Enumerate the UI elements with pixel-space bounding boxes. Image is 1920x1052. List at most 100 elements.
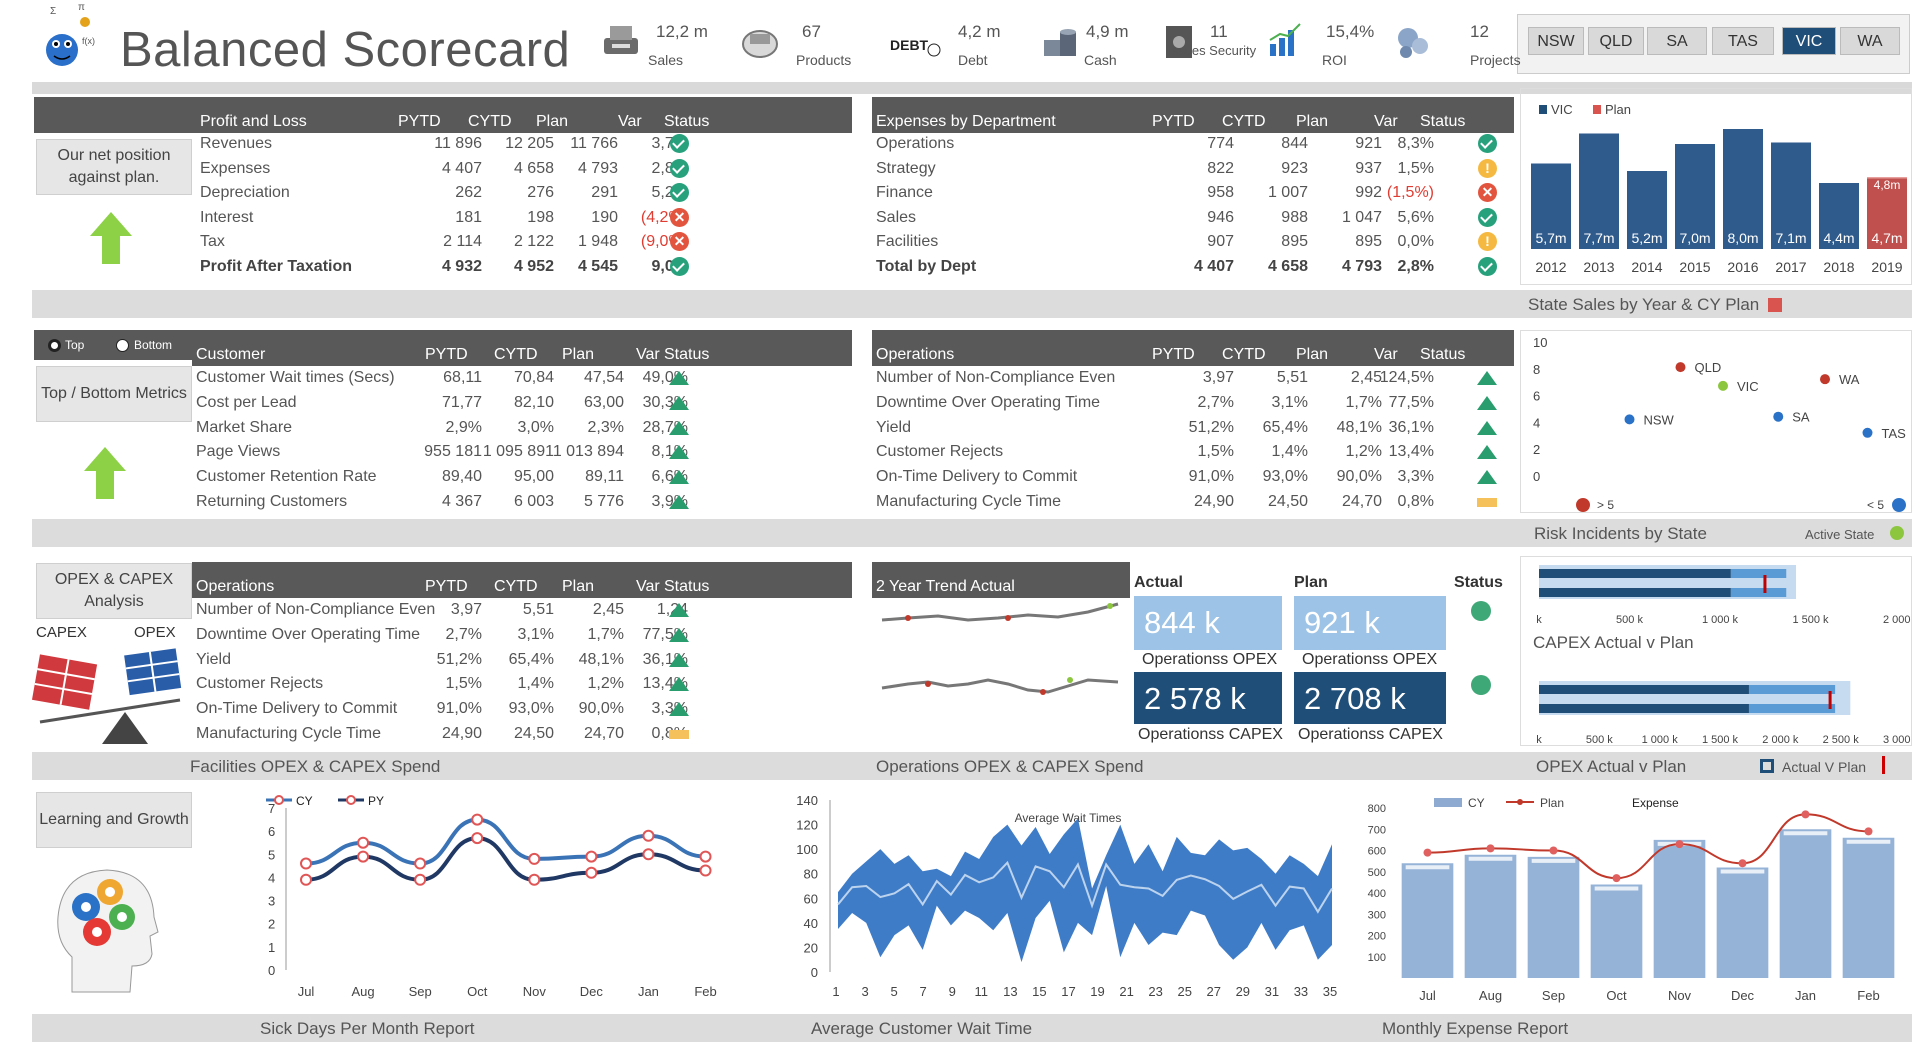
svg-text:Σ: Σ — [50, 6, 56, 17]
row-label: Downtime Over Operating Time — [196, 625, 421, 643]
actual-plan-legend: Actual V Plan — [1782, 759, 1867, 775]
kpi-value: 12,2 m — [656, 22, 708, 41]
cell-value: 1 047 — [1341, 208, 1382, 226]
capex-actual-caption: Operationss CAPEX — [1138, 726, 1283, 743]
cell-value: 6 003 — [513, 493, 554, 510]
point-label: SA — [1792, 410, 1810, 425]
column-header: Var — [1374, 113, 1398, 130]
cell-value: 51,2% — [1188, 418, 1234, 436]
x-tick-label: 2017 — [1775, 259, 1806, 275]
status-ok-icon — [1478, 207, 1497, 227]
bar-highlight — [1783, 831, 1828, 836]
status-up-icon — [1477, 395, 1497, 410]
plan-label: Plan — [1294, 574, 1328, 591]
column-header: Plan — [562, 346, 595, 363]
capex-plan-caption: Operationss CAPEX — [1298, 726, 1443, 743]
state-button-qld[interactable]: QLD — [1588, 27, 1644, 55]
band-row2: Risk Incidents by State Active State — [32, 519, 1912, 547]
cell-value: 47,54 — [583, 369, 624, 386]
cell-value: 1,7% — [1345, 393, 1382, 411]
cell-value: 1,5% — [1197, 443, 1234, 461]
x-tick-label: 25 — [1177, 984, 1191, 999]
x-tick-label: Sep — [1542, 988, 1565, 1003]
state-button-vic[interactable]: VIC — [1782, 27, 1836, 55]
bar-2014 — [1627, 171, 1667, 249]
cell-value: 2,9% — [445, 418, 482, 436]
table-row: Downtime Over Operating Time 2,7% 3,1% 1,7%… — [872, 391, 1497, 415]
state-button-sa[interactable]: SA — [1647, 27, 1707, 55]
y-tick-label: 6 — [1533, 389, 1540, 404]
bar-label: 7,7m — [1583, 230, 1614, 246]
status-up-icon — [1477, 445, 1497, 460]
radio-top[interactable] — [48, 339, 61, 352]
cell-value: 844 — [1281, 135, 1308, 152]
bar-nov — [1653, 839, 1706, 978]
cell-value: 65,4% — [1262, 418, 1308, 436]
table-row: Number of Non-Compliance Even 3,97 5,51 2,4… — [872, 366, 1497, 390]
table-row: Finance 958 1 007 992 (1,5%) ✕ — [872, 181, 1497, 205]
legend-low-dot — [1892, 498, 1906, 512]
y-tick-label: 20 — [804, 940, 818, 955]
cell-value: 1,7% — [587, 625, 624, 643]
radio-bottom[interactable] — [116, 339, 129, 352]
bar-feb — [1842, 837, 1895, 978]
sick-days-chart: 7 6 5 4 3 2 1 0 Jul Aug Sep Oct Nov Dec Jan Feb CY PY — [266, 794, 717, 999]
table-row: Tax 2 114 2 122 1 948 (9,0%) ✕ — [34, 230, 689, 254]
legend-cy-label: CY — [1468, 796, 1485, 810]
topbottom-side-label: Top / Bottom Metrics — [36, 366, 192, 422]
state-button-wa[interactable]: WA — [1840, 27, 1900, 55]
bar-label: 5,7m — [1535, 230, 1566, 246]
state-sales-chart: VIC Plan 5,7m 2012 7,7m 2013 5,2m 2014 7,0m 2015 8… — [1531, 102, 1907, 275]
y-tick-label: 700 — [1368, 824, 1386, 836]
column-header: Status — [664, 578, 710, 595]
state-sales-title: State Sales by Year & CY Plan — [1528, 295, 1760, 314]
bar-2013 — [1579, 133, 1619, 249]
cell-value: 48,1% — [1336, 418, 1382, 436]
debt-icon: DEBT — [890, 37, 941, 57]
column-header: PYTD — [1152, 346, 1195, 363]
status-bad-icon: ✕ — [670, 232, 689, 252]
y-tick-label: 400 — [1368, 888, 1386, 900]
status-bad-icon: ✕ — [1478, 183, 1497, 203]
trend-header: 2 Year Trend Actual — [872, 562, 1130, 598]
status-ok-icon — [670, 134, 689, 153]
cell-value: 923 — [1281, 159, 1308, 177]
data-point — [528, 852, 541, 865]
column-header: Var — [636, 346, 660, 363]
table-row: Downtime Over Operating Time 2,7% 3,1% 1,7%… — [192, 623, 792, 647]
column-header: PYTD — [1152, 113, 1195, 130]
svg-text:π: π — [78, 2, 85, 13]
column-header: Operations — [196, 578, 275, 595]
x-tick-label: Nov — [1668, 988, 1692, 1003]
up-arrow-icon — [84, 447, 126, 499]
cell-value: 2,7% — [445, 625, 482, 643]
row-label: Depreciation — [200, 184, 290, 202]
capex-target-marker — [1763, 575, 1767, 593]
cell-value: 4 407 — [441, 159, 482, 177]
capex-bullet-title: CAPEX Actual v Plan — [1533, 633, 1694, 652]
row-label: Finance — [876, 184, 933, 202]
cell-value: 992 — [1355, 184, 1382, 202]
status-ok-icon — [1478, 257, 1497, 276]
opex-plan-box: 921 k — [1294, 596, 1446, 650]
cell-value: 0,0% — [1397, 233, 1434, 251]
state-button-nsw[interactable]: NSW — [1528, 27, 1584, 55]
kpi-value: 11 — [1210, 22, 1228, 41]
x-tick-label: Jan — [1795, 988, 1816, 1003]
bar-aug — [1464, 854, 1517, 978]
cell-value: 93,0% — [1262, 468, 1308, 486]
plan-point — [1864, 827, 1873, 836]
status-warning-icon: ! — [1478, 158, 1497, 178]
cell-value: 89,40 — [441, 468, 482, 486]
column-header: Plan — [1296, 113, 1329, 130]
column-header: Plan — [1296, 346, 1329, 363]
status-up-icon — [669, 445, 689, 460]
status-warning-icon: ! — [1478, 232, 1497, 252]
state-button-tas[interactable]: TAS — [1712, 27, 1774, 55]
cell-value: 93,0% — [508, 700, 554, 718]
point-label: NSW — [1644, 412, 1675, 427]
cell-value: 291 — [591, 184, 618, 202]
up-arrow-icon — [90, 212, 132, 264]
x-tick-label: 17 — [1061, 984, 1075, 999]
